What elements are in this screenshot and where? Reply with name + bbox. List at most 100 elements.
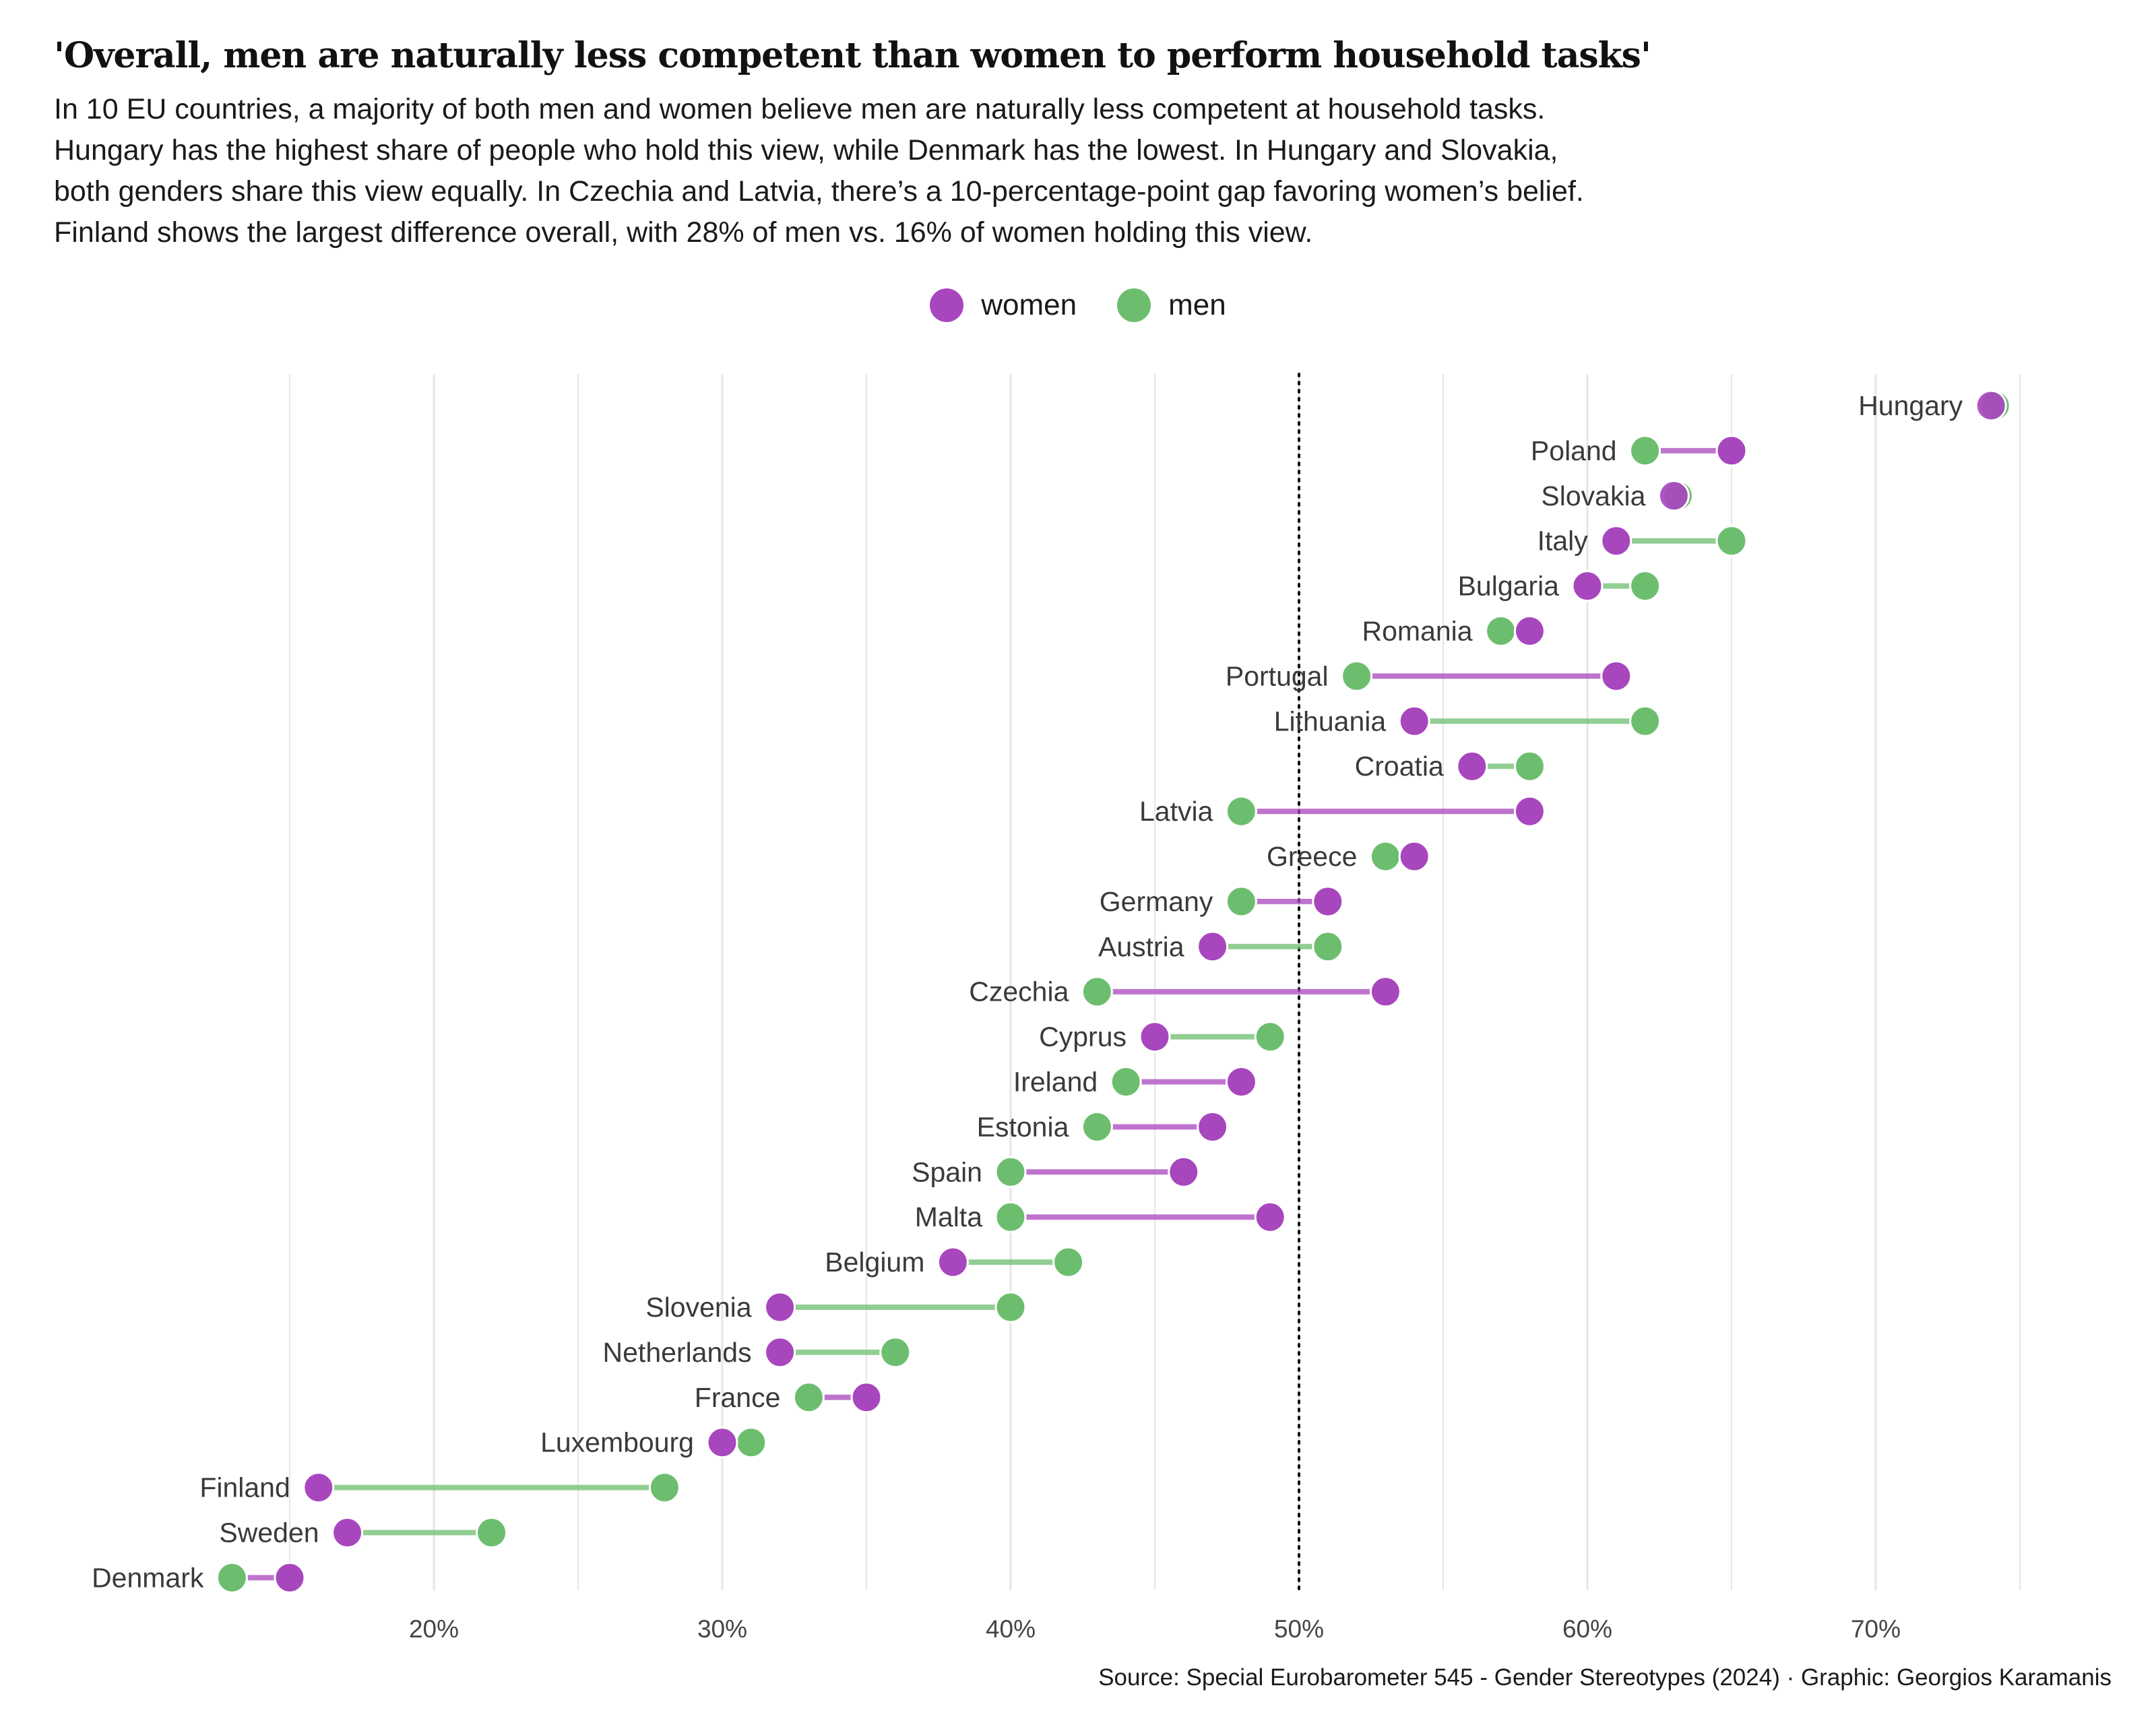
subtitle-line: Hungary has the highest share of people … xyxy=(54,134,1558,166)
women-dot xyxy=(1600,525,1632,557)
women-dot xyxy=(1168,1156,1200,1188)
women-dot xyxy=(1513,615,1546,647)
country-label: Slovenia xyxy=(645,1292,751,1323)
men-dot xyxy=(994,1291,1027,1323)
women-dot xyxy=(1600,660,1632,692)
women-dot xyxy=(1369,976,1401,1008)
source-caption: Source: Special Eurobarometer 545 - Gend… xyxy=(1098,1664,2112,1691)
women-dot xyxy=(1571,570,1604,602)
women-dot xyxy=(1197,931,1229,963)
country-label: Spain xyxy=(912,1156,982,1187)
women-dot xyxy=(764,1336,796,1369)
men-dot xyxy=(476,1517,508,1548)
women-dot xyxy=(1657,480,1690,512)
legend-item-women: women xyxy=(930,288,1077,322)
women-dot xyxy=(1513,795,1546,827)
men-dot xyxy=(1081,976,1113,1008)
men-dot xyxy=(1369,840,1401,873)
country-label: Estonia xyxy=(977,1111,1069,1142)
men-dot xyxy=(1225,885,1257,918)
subtitle-line: In 10 EU countries, a majority of both m… xyxy=(54,93,1546,125)
x-tick-label: 30% xyxy=(697,1615,747,1643)
men-dot xyxy=(994,1201,1027,1233)
men-dot xyxy=(1485,615,1517,647)
men-dot xyxy=(1629,570,1661,602)
x-tick-label: 20% xyxy=(409,1615,459,1643)
men-dot xyxy=(1110,1066,1142,1098)
country-label: Poland xyxy=(1531,435,1617,466)
country-label: Hungary xyxy=(1858,390,1963,421)
women-dot xyxy=(937,1246,969,1278)
men-dot xyxy=(1629,435,1661,467)
country-label: Greece xyxy=(1267,841,1357,872)
legend-dot-men xyxy=(1117,288,1151,322)
country-label: France xyxy=(695,1382,781,1413)
men-dot xyxy=(994,1156,1027,1188)
country-label: Luxembourg xyxy=(540,1427,694,1458)
subtitle-line: Finland shows the largest difference ove… xyxy=(54,216,1313,249)
women-dot xyxy=(331,1517,364,1548)
women-dot xyxy=(1975,389,2007,422)
men-dot xyxy=(792,1381,825,1414)
legend-label-women: women xyxy=(981,288,1077,321)
women-dot xyxy=(303,1472,335,1504)
x-tick-label: 50% xyxy=(1274,1615,1324,1643)
women-dot xyxy=(1312,885,1344,918)
x-tick-label: 40% xyxy=(986,1615,1036,1643)
chart-legend: women men xyxy=(0,282,2156,329)
country-label: Finland xyxy=(199,1472,290,1503)
country-label: Romania xyxy=(1362,616,1473,647)
country-label: Cyprus xyxy=(1039,1022,1127,1053)
men-dot xyxy=(1513,750,1546,782)
men-dot xyxy=(879,1336,912,1369)
women-dot xyxy=(1139,1021,1171,1053)
men-dot xyxy=(735,1426,767,1459)
country-label: Croatia xyxy=(1355,751,1444,782)
women-dot xyxy=(706,1426,738,1459)
men-dot xyxy=(1341,660,1373,692)
country-label: Portugal xyxy=(1226,660,1329,691)
country-label: Bulgaria xyxy=(1458,571,1560,602)
women-dot xyxy=(850,1381,883,1414)
country-label: Italy xyxy=(1537,526,1589,557)
women-dot xyxy=(274,1561,306,1594)
legend-label-men: men xyxy=(1168,288,1226,321)
chart-subtitle: In 10 EU countries, a majority of both m… xyxy=(54,89,2008,253)
men-dot xyxy=(648,1472,680,1504)
country-label: Lithuania xyxy=(1274,705,1387,736)
country-label: Latvia xyxy=(1139,796,1213,827)
country-label: Austria xyxy=(1098,931,1184,962)
women-dot xyxy=(1225,1066,1257,1098)
men-dot xyxy=(1225,795,1257,827)
country-label: Belgium xyxy=(825,1247,924,1278)
x-tick-label: 70% xyxy=(1851,1615,1901,1643)
country-label: Slovakia xyxy=(1541,480,1645,511)
women-dot xyxy=(1398,840,1430,873)
country-label: Czechia xyxy=(969,976,1069,1007)
women-dot xyxy=(1715,435,1748,467)
legend-dot-women xyxy=(930,288,964,322)
country-label: Sweden xyxy=(219,1517,319,1548)
women-dot xyxy=(1197,1110,1229,1143)
men-dot xyxy=(1715,525,1748,557)
men-dot xyxy=(1312,931,1344,963)
country-label: Denmark xyxy=(92,1562,204,1593)
country-label: Netherlands xyxy=(603,1337,752,1368)
country-label: Ireland xyxy=(1013,1067,1098,1098)
women-dot xyxy=(1254,1201,1286,1233)
women-dot xyxy=(1398,705,1430,737)
women-dot xyxy=(764,1291,796,1323)
country-label: Malta xyxy=(915,1201,982,1232)
men-dot xyxy=(216,1561,248,1594)
men-dot xyxy=(1629,705,1661,737)
women-dot xyxy=(1456,750,1488,782)
men-dot xyxy=(1081,1110,1113,1143)
legend-item-men: men xyxy=(1117,288,1226,322)
chart-title: 'Overall, men are naturally less compete… xyxy=(54,35,1651,76)
country-label: Germany xyxy=(1100,886,1213,917)
subtitle-line: both genders share this view equally. In… xyxy=(54,175,1584,208)
x-tick-label: 60% xyxy=(1562,1615,1612,1643)
men-dot xyxy=(1052,1246,1085,1278)
men-dot xyxy=(1254,1021,1286,1053)
